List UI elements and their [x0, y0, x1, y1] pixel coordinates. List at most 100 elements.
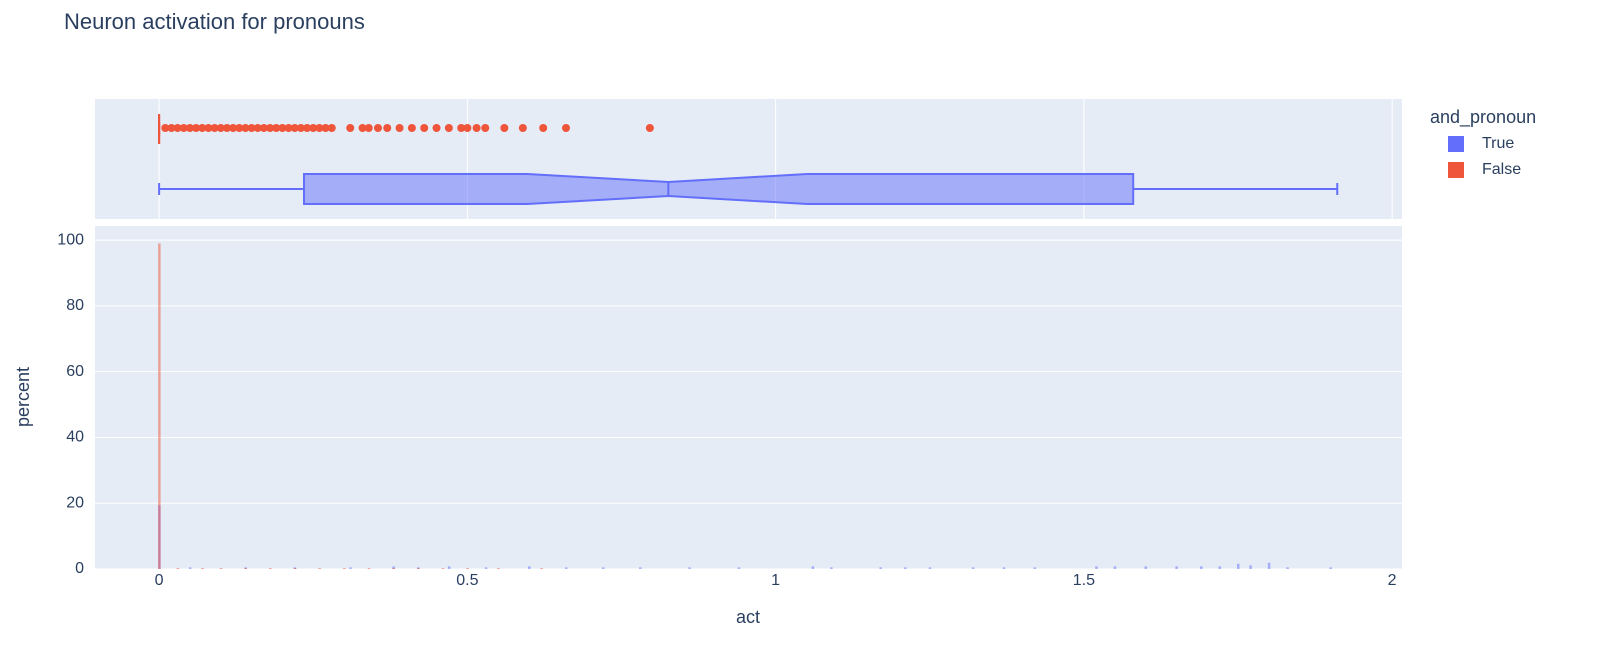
outlier [235, 124, 244, 132]
outlier [463, 124, 472, 132]
outlier [216, 124, 225, 132]
outlier [222, 124, 231, 132]
outlier [278, 124, 287, 132]
outlier [253, 124, 262, 132]
hist-bar [1113, 566, 1117, 569]
outlier [185, 124, 194, 132]
hist-bar [269, 568, 272, 569]
y-tick-label: 80 [66, 297, 84, 314]
hist-bar [540, 568, 543, 569]
hist-bar [484, 567, 488, 569]
x-tick-label: 1.5 [1073, 572, 1095, 589]
outlier [373, 124, 382, 132]
outlier [272, 124, 281, 132]
outlier [645, 124, 654, 132]
y-tick-label: 60 [66, 363, 84, 380]
hist-bar [928, 567, 932, 569]
hist-bar [219, 568, 223, 569]
hist-bar [1002, 567, 1006, 569]
outlier [241, 124, 250, 132]
outlier [457, 124, 466, 132]
outlier [296, 124, 305, 132]
outlier [327, 124, 336, 132]
outlier [290, 124, 299, 132]
hist-bar [811, 566, 815, 569]
hist-bar [1249, 565, 1252, 569]
hist-bar [201, 568, 204, 569]
hist-bar [830, 567, 833, 569]
hist-bar [158, 243, 161, 569]
chart-title: Neuron activation for pronouns [64, 9, 365, 34]
outlier [303, 124, 312, 132]
outlier [259, 124, 268, 132]
outlier [192, 124, 201, 132]
hist-bar [176, 568, 180, 569]
hist-bar [737, 567, 741, 569]
y-tick-label: 40 [66, 429, 84, 446]
y-axis-title: percent [13, 367, 33, 427]
hist-bar [1175, 566, 1178, 569]
hist-bar [1267, 562, 1271, 569]
outlier [210, 124, 219, 132]
x-tick-label: 0.5 [456, 572, 478, 589]
outlier [383, 124, 392, 132]
outlier [518, 124, 527, 132]
hist-bar [441, 568, 445, 569]
outlier [161, 124, 170, 132]
hist-bar [565, 567, 568, 569]
hist-bar [1144, 566, 1148, 569]
hist-bar [367, 568, 371, 569]
hist-bar [879, 567, 882, 569]
outlier [472, 124, 481, 132]
hist-bar [1329, 567, 1332, 569]
hist-bar [318, 568, 321, 569]
outlier [500, 124, 509, 132]
outlier [266, 124, 275, 132]
outlier [247, 124, 256, 132]
hist-bar [188, 567, 192, 569]
hist-bar [497, 568, 500, 569]
legend-title: and_pronoun [1430, 107, 1536, 128]
hist-bar [1033, 567, 1037, 569]
hist-bar [447, 566, 451, 569]
hist-bar [1200, 566, 1203, 569]
box [302, 173, 1135, 205]
outlier [321, 124, 330, 132]
y-tick-label: 20 [66, 494, 84, 511]
outlier [173, 124, 182, 132]
legend-swatch [1448, 162, 1464, 178]
legend-label: False [1482, 161, 1521, 178]
hist-bar [392, 566, 395, 569]
outlier [539, 124, 548, 132]
hist-bar [343, 568, 346, 569]
outlier [407, 124, 416, 132]
outlier [315, 124, 324, 132]
x-tick-label: 1 [771, 572, 780, 589]
hist-bar [1095, 566, 1098, 569]
hist-bar [1218, 566, 1222, 569]
hist-bar [971, 567, 975, 569]
hist-bar [349, 567, 352, 569]
y-tick-label: 100 [57, 231, 84, 248]
outlier [444, 124, 453, 132]
x-tick-label: 0 [155, 572, 164, 589]
outlier [204, 124, 213, 132]
outlier [358, 124, 367, 132]
hist-bar [1237, 563, 1240, 569]
legend-label: True [1482, 135, 1514, 152]
hist-bar [1286, 567, 1289, 569]
hist-bar [392, 568, 395, 569]
outlier [309, 124, 318, 132]
outlier [284, 124, 293, 132]
hist-bar [417, 568, 420, 569]
legend-swatch [1448, 136, 1464, 152]
outlier [229, 124, 238, 132]
hist-bar [638, 567, 642, 569]
outlier [167, 124, 176, 132]
y-tick-label: 0 [75, 560, 84, 577]
outlier [395, 124, 404, 132]
hist-bar [528, 566, 531, 569]
outlier [198, 124, 207, 132]
hist-bar [293, 568, 297, 569]
